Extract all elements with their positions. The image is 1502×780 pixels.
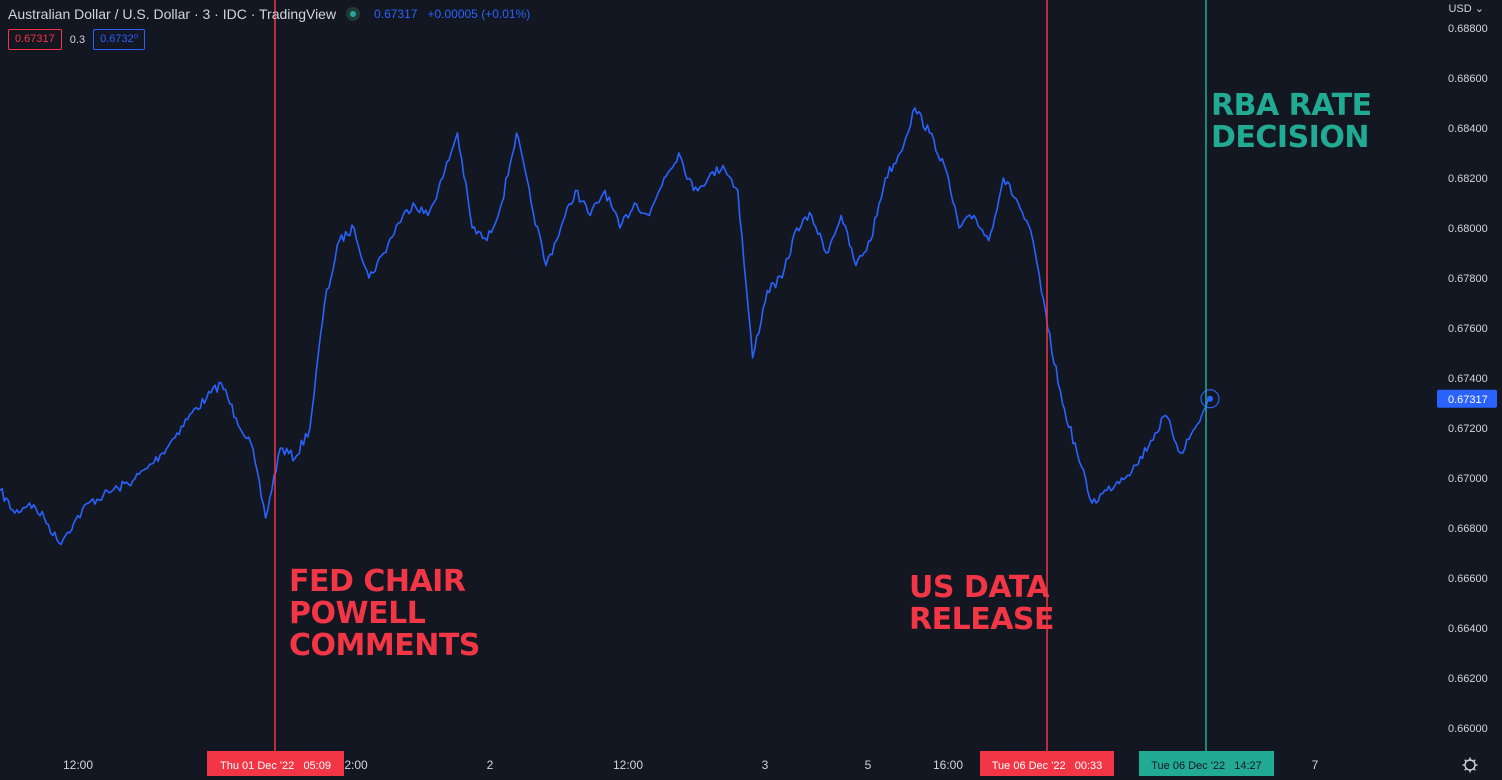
event-axis-flag: [980, 751, 1114, 776]
x-tick-label: 7: [1312, 758, 1319, 772]
y-tick-label: 0.68600: [1448, 73, 1488, 85]
y-tick-label: 0.67200: [1448, 423, 1488, 435]
event-annotation: COMMENTS: [289, 628, 480, 663]
y-tick-label: 0.68800: [1448, 23, 1488, 35]
event-axis-flag-label: Tue 06 Dec '22 00:33: [992, 760, 1103, 772]
x-tick-label: 12:00: [63, 758, 93, 772]
chart-header: Australian Dollar / U.S. Dollar · 3 · ID…: [8, 4, 530, 24]
event-annotation: POWELL: [289, 596, 426, 631]
last-price-marker-ring: [1200, 389, 1220, 409]
y-tick-label: 0.68400: [1448, 123, 1488, 135]
sell-price-button[interactable]: 0.67317: [8, 29, 62, 50]
event-annotation: RBA RATE: [1211, 88, 1372, 123]
y-tick-label: 0.67400: [1448, 373, 1488, 385]
y-tick-label: 0.66600: [1448, 573, 1488, 585]
header-last-price: 0.67317: [374, 7, 418, 21]
symbol-title[interactable]: Australian Dollar / U.S. Dollar · 3 · ID…: [8, 6, 337, 22]
y-tick-label: 0.68200: [1448, 173, 1488, 185]
event-axis-flag-label: Tue 06 Dec '22 14:27: [1151, 760, 1262, 772]
y-tick-label: 0.67600: [1448, 323, 1488, 335]
event-axis-flag: [207, 751, 344, 776]
currency-selector[interactable]: USD ⌄: [1448, 2, 1484, 15]
settings-gear-icon[interactable]: [1462, 757, 1478, 773]
quote-row: 0.67317 0.3 0.6732⁰: [8, 29, 146, 50]
header-change: +0.00005 (+0.01%): [427, 7, 531, 21]
x-tick-label: 16:00: [933, 758, 963, 772]
y-tick-label: 0.68000: [1448, 223, 1488, 235]
y-tick-label: 0.67000: [1448, 473, 1488, 485]
price-series-line: [0, 107, 1211, 546]
x-tick-label: 2: [487, 758, 494, 772]
y-tick-label: 0.66000: [1448, 723, 1488, 735]
x-tick-label: 2:00: [344, 758, 368, 772]
last-price-marker-dot: [1207, 395, 1213, 402]
x-tick-label: 12:00: [613, 758, 643, 772]
last-price-axis-label: 0.67317: [1448, 394, 1488, 406]
y-tick-label: 0.66200: [1448, 673, 1488, 685]
x-tick-label: 5: [865, 758, 872, 772]
event-annotation: US DATA: [909, 570, 1050, 605]
x-tick-label: 3: [762, 758, 769, 772]
event-annotation: FED CHAIR: [289, 564, 466, 599]
y-tick-label: 0.66800: [1448, 523, 1488, 535]
market-status-icon[interactable]: [346, 7, 361, 21]
y-tick-label: 0.66400: [1448, 623, 1488, 635]
spread-value: 0.3: [69, 33, 86, 46]
event-annotation: DECISION: [1211, 120, 1369, 155]
event-annotation: RELEASE: [909, 602, 1054, 637]
last-price-axis-badge: [1437, 389, 1497, 408]
buy-price-button[interactable]: 0.6732⁰: [93, 29, 146, 50]
event-axis-flag: [1139, 751, 1274, 776]
y-tick-label: 0.67800: [1448, 273, 1488, 285]
currency-label: USD: [1448, 3, 1472, 15]
chevron-down-icon: ⌄: [1474, 3, 1484, 15]
event-axis-flag-label: Thu 01 Dec '22 05:09: [220, 760, 331, 772]
